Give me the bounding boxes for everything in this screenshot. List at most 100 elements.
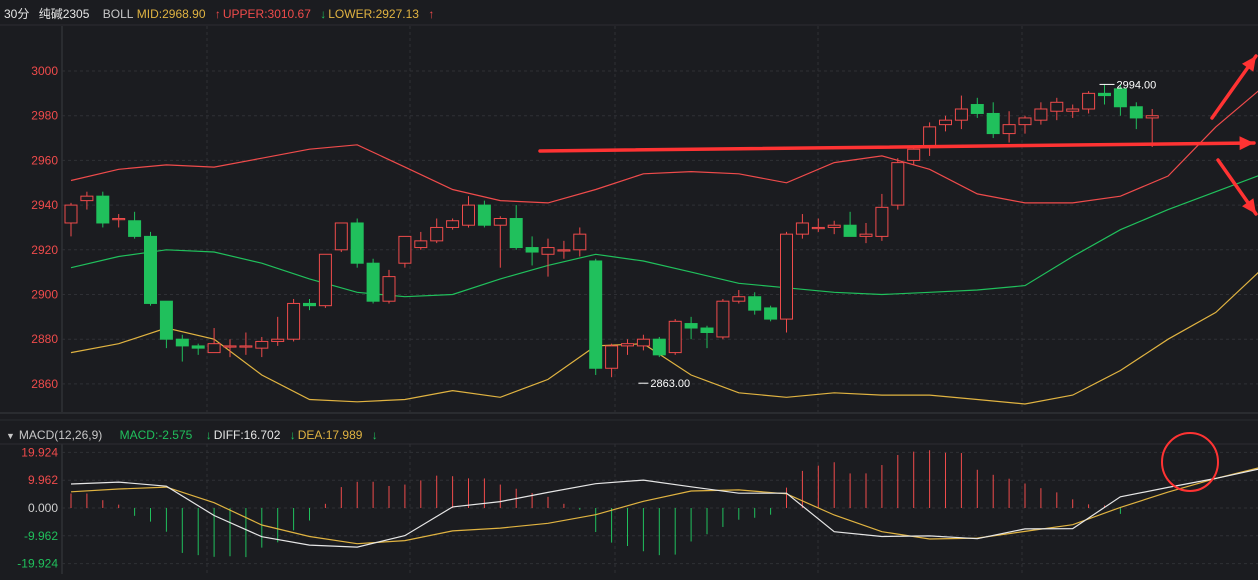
candle-down — [1113, 88, 1127, 108]
candle-up — [80, 195, 94, 202]
candle-down — [128, 220, 142, 237]
arrow-down-icon: ↓ — [289, 428, 296, 442]
candle-up — [318, 253, 332, 307]
main-y-tick-label: 2940 — [31, 198, 58, 212]
down-annotation-arrow-head — [1242, 198, 1256, 214]
indicator-label[interactable]: BOLL — [102, 7, 134, 21]
candle-down — [191, 345, 205, 349]
candle-up — [668, 320, 682, 354]
candle-down — [525, 247, 539, 253]
annotation-circle — [1161, 432, 1219, 492]
macd-y-tick-label: -9.962 — [24, 529, 58, 543]
diff-value: DIFF:16.702 — [213, 428, 281, 442]
boll-lower-value: LOWER:2927.13 — [328, 7, 419, 21]
candle-down — [144, 235, 157, 304]
macd-y-tick-label: -19.924 — [17, 557, 58, 571]
horizontal-annotation-arrow-head — [1239, 136, 1254, 151]
dea-line — [70, 467, 1258, 545]
candle-up — [255, 340, 269, 349]
candle-up — [207, 343, 221, 354]
candle-up — [954, 108, 968, 121]
main-y-tick-label: 2920 — [31, 243, 58, 257]
boll-mid-value: MID:2968.90 — [136, 7, 206, 21]
candle-up — [573, 233, 587, 251]
candle-down — [986, 112, 1000, 135]
up-annotation-arrow-head — [1241, 56, 1256, 72]
candle-up — [398, 235, 412, 264]
arrow-down-icon: ↓ — [320, 7, 327, 21]
candle-up — [1050, 101, 1064, 112]
candle-up — [64, 204, 78, 224]
candle-up — [382, 276, 396, 302]
candle-up — [1145, 115, 1159, 119]
arrow-up-icon: ↑ — [428, 7, 435, 21]
candle-up — [541, 247, 555, 255]
candle-up — [414, 240, 428, 249]
macd-y-tick-label: 19.924 — [21, 445, 58, 459]
horizontal-annotation-arrow-shaft — [538, 141, 1256, 153]
candle-up — [271, 338, 285, 342]
candle-up — [1082, 92, 1096, 110]
candle-up — [1018, 117, 1032, 126]
candle-up — [795, 222, 809, 235]
candle-down — [303, 302, 316, 307]
candle-up — [493, 218, 507, 226]
candle-down — [764, 307, 778, 320]
collapse-triangle-icon[interactable]: ▼ — [6, 431, 15, 441]
candle-up — [636, 338, 650, 347]
candle-up — [811, 226, 825, 230]
candle-up — [239, 345, 253, 348]
candle-down — [477, 204, 491, 226]
candle-up — [923, 126, 937, 148]
candle-up — [732, 296, 746, 302]
macd-header: ▼ MACD(12,26,9) MACD:-2.575 ↓ DIFF:16.702 … — [6, 424, 384, 446]
macd-value: MACD:-2.575 — [119, 428, 193, 442]
candle-up — [875, 206, 889, 237]
high-price-label: 2994.00 — [1117, 79, 1157, 91]
candle-down — [843, 224, 857, 237]
candle-down — [175, 338, 189, 347]
candle-down — [509, 218, 523, 249]
macd-indicator-label[interactable]: MACD(12,26,9) — [18, 428, 103, 442]
boll-lower-line — [70, 272, 1258, 405]
candle-up — [334, 222, 348, 251]
candle-down — [1098, 92, 1111, 97]
candle-down — [970, 104, 984, 114]
candle-down — [366, 262, 380, 302]
candle-up — [891, 162, 905, 206]
low-price-label: 2863.00 — [650, 378, 690, 390]
boll-mid-line — [70, 175, 1258, 298]
candle-down — [589, 260, 603, 369]
candle-down — [96, 195, 110, 224]
candle-down — [700, 327, 714, 333]
symbol-label[interactable]: 纯碱2305 — [38, 7, 90, 21]
macd-y-tick-label: 0.000 — [28, 501, 58, 515]
candle-down — [684, 323, 698, 329]
arrow-up-icon: ↑ — [214, 7, 221, 21]
candle-up — [827, 224, 841, 228]
candle-up — [462, 204, 475, 226]
candle-down — [350, 222, 364, 264]
main-y-tick-label: 2900 — [31, 288, 58, 302]
candle-down — [748, 296, 762, 311]
main-chart-header: 30分 纯碱2305 BOLL MID:2968.90 ↑ UPPER:3010.… — [4, 3, 440, 25]
candle-up — [287, 302, 301, 340]
diff-line — [70, 468, 1258, 548]
candle-up — [446, 220, 460, 228]
candle-up — [859, 233, 873, 237]
candle-down — [652, 338, 666, 356]
main-y-tick-label: 2960 — [31, 153, 58, 167]
candle-up — [557, 249, 571, 252]
main-y-tick-label: 2880 — [31, 332, 58, 346]
candle-up — [605, 345, 619, 369]
candle-up — [907, 148, 921, 161]
candle-up — [1066, 108, 1080, 112]
boll-upper-value: UPPER:3010.67 — [222, 7, 311, 21]
main-y-tick-label: 3000 — [31, 64, 58, 78]
arrow-down-icon: ↓ — [371, 428, 378, 442]
candle-up — [939, 119, 952, 126]
candle-down — [159, 300, 173, 340]
period-label[interactable]: 30分 — [4, 7, 30, 21]
candle-up — [716, 300, 730, 338]
